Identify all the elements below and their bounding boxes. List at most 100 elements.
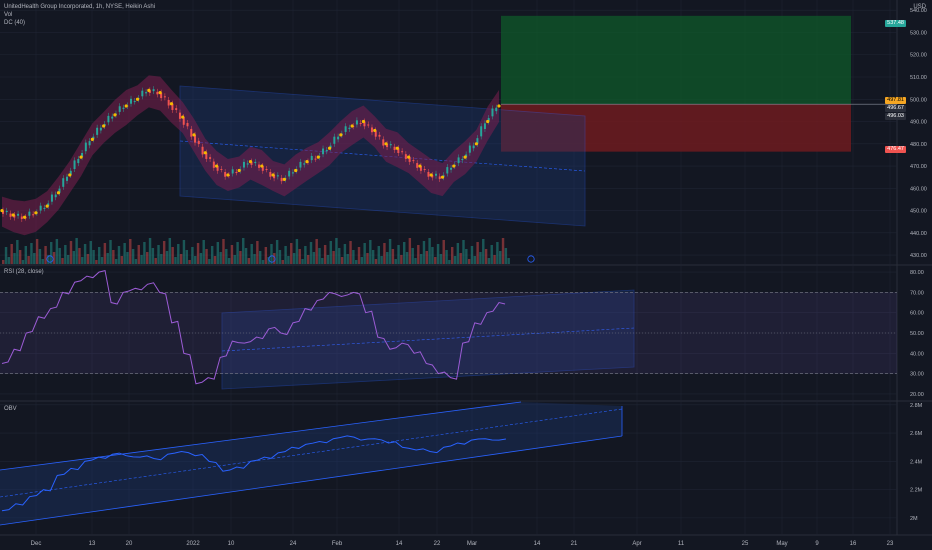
- candle-body: [242, 161, 245, 168]
- candle-body: [141, 90, 144, 97]
- volume-bar: [194, 256, 197, 264]
- volume-bar: [103, 243, 107, 264]
- volume-bar: [81, 257, 84, 264]
- volume-bar: [357, 247, 361, 264]
- candle-body: [404, 154, 407, 159]
- donchian-band: [2, 75, 499, 236]
- volume-bar: [98, 247, 101, 264]
- price-tick-label: 480.00: [910, 142, 927, 148]
- dc-midline-dot: [181, 115, 185, 119]
- candle-body: [367, 124, 370, 126]
- candle-body: [299, 161, 302, 168]
- volume-bar: [340, 257, 344, 264]
- x-tick-label: 21: [571, 541, 578, 547]
- volume-bar: [38, 249, 42, 264]
- candle-body: [235, 171, 238, 173]
- volume-bar: [18, 250, 22, 264]
- dc-midline-dot: [102, 124, 106, 128]
- candle-body: [32, 214, 35, 216]
- candle-body: [182, 117, 185, 125]
- price-tick-label: 490.00: [910, 120, 927, 126]
- candle-body: [175, 108, 178, 110]
- volume-bar: [92, 250, 95, 264]
- candle-body: [434, 173, 437, 176]
- candle-body: [107, 115, 110, 123]
- volume-bar: [425, 251, 429, 264]
- volume-bar: [72, 251, 76, 264]
- volume-bar: [270, 244, 273, 264]
- volume-bar: [244, 248, 248, 264]
- volume-bar: [275, 240, 279, 264]
- dc-midline-dot: [418, 164, 422, 168]
- volume-bar: [202, 240, 205, 264]
- candle-body: [401, 151, 404, 153]
- dc-midline-dot: [248, 160, 253, 164]
- obv-line: [1, 435, 506, 512]
- obv-indicator-label[interactable]: OBV: [4, 406, 17, 412]
- candle-body: [111, 116, 114, 119]
- candle-body: [62, 178, 65, 187]
- x-tick-label: 24: [290, 541, 297, 547]
- x-tick-label: 16: [850, 541, 857, 547]
- x-tick-label: 23: [887, 541, 894, 547]
- volume-bar: [86, 254, 90, 264]
- volume-bar: [422, 241, 426, 264]
- volume-bar: [394, 259, 397, 264]
- volume-bar: [287, 256, 290, 264]
- volume-bar: [61, 258, 64, 264]
- candle-body: [450, 167, 453, 170]
- candle-body: [438, 176, 441, 179]
- volume-bar: [419, 254, 423, 264]
- volume-bar: [377, 246, 380, 264]
- volume-bar: [129, 239, 132, 264]
- risk-reward-zones[interactable]: [501, 15, 897, 152]
- dc-midline-dot: [226, 173, 230, 177]
- candle-body: [5, 210, 8, 213]
- candle-body: [160, 92, 163, 99]
- lower-price-tag: 496.03: [885, 113, 906, 120]
- rsi-indicator-label[interactable]: RSI (28, close): [4, 269, 44, 275]
- volume-bar: [95, 260, 98, 264]
- candle-body: [122, 107, 125, 109]
- dc-midline-dot: [11, 213, 15, 217]
- volume-bar: [346, 254, 349, 264]
- candle-body: [186, 123, 189, 127]
- volume-bar: [123, 243, 126, 264]
- volume-bar: [408, 238, 412, 264]
- dc-midline-dot: [34, 211, 38, 215]
- volume-bar: [157, 245, 160, 264]
- volume-bar: [50, 242, 53, 264]
- candle-body: [461, 158, 464, 161]
- volume-bar: [55, 239, 59, 264]
- volume-bar: [230, 245, 234, 264]
- rsi-tick-label: 60.00: [910, 311, 924, 317]
- vol-indicator-label[interactable]: Vol: [4, 12, 13, 18]
- candle-body: [359, 123, 362, 125]
- price-tick-label: 510.00: [910, 75, 927, 81]
- volume-bar: [134, 259, 138, 264]
- volume-bar: [363, 243, 366, 264]
- candle-body: [495, 107, 498, 112]
- dc-midline-dot: [237, 168, 241, 173]
- obv-legend: OBV: [4, 405, 17, 413]
- current-price-tag: 497.81: [885, 97, 906, 104]
- candle-body: [81, 152, 84, 158]
- symbol-title[interactable]: UnitedHealth Group Incorporated, 1h, NYS…: [4, 4, 156, 10]
- candle-body: [303, 163, 306, 165]
- volume-bar: [267, 257, 270, 264]
- dc-midline-dot: [395, 146, 399, 150]
- volume-bar: [47, 255, 50, 264]
- dc-midline-dot: [463, 155, 467, 159]
- candle-body: [17, 213, 20, 216]
- volume-bar: [143, 242, 146, 264]
- volume-bar: [504, 248, 508, 264]
- dc-midline-dot: [339, 133, 343, 137]
- rsi-legend: RSI (28, close): [4, 268, 44, 276]
- dc-indicator-label[interactable]: DC (40): [4, 20, 26, 26]
- volume-bar: [106, 253, 109, 264]
- obv-series: [1, 435, 506, 512]
- dc-midline-dot: [384, 142, 388, 146]
- candle-body: [197, 140, 200, 145]
- volume-bar: [501, 238, 505, 264]
